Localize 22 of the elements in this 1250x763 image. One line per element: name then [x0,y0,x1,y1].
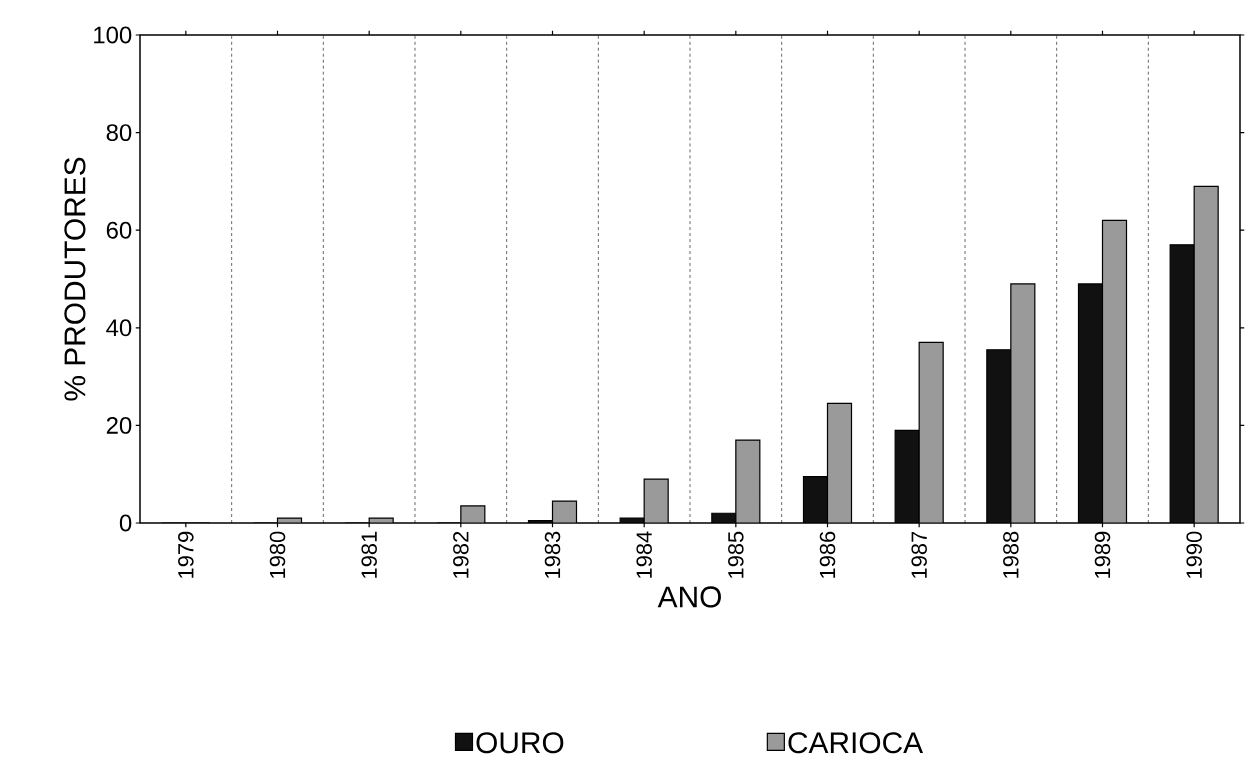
x-axis-title: ANO [657,586,721,608]
x-tick-label: 1985 [728,531,744,578]
y-tick-label: 80 [106,124,132,142]
y-tick-label: 0 [119,514,132,532]
x-tick-label: 1980 [269,531,286,578]
y-tick-label: 60 [106,221,132,239]
x-tick-label: 1987 [911,531,927,578]
x-tick-label: 1990 [1186,531,1202,578]
x-tick-label: 1983 [544,531,561,578]
legend-label: CARIOCA [788,732,924,754]
x-tick-label: 1986 [819,531,836,578]
x-tick-label: 1988 [1003,531,1019,578]
y-tick-label: 20 [106,416,132,434]
x-tick-label: 1981 [361,531,377,578]
x-tick-label: 1989 [1094,531,1111,578]
x-tick-label: 1984 [636,531,652,578]
y-tick-label: 40 [106,319,132,337]
x-tick-label: 1982 [453,531,469,578]
legend-label: OURO [476,732,564,754]
y-tick-label: 100 [94,26,132,44]
x-tick-label: 1979 [178,531,194,578]
y-axis-title: % PRODUTORES [64,157,86,401]
